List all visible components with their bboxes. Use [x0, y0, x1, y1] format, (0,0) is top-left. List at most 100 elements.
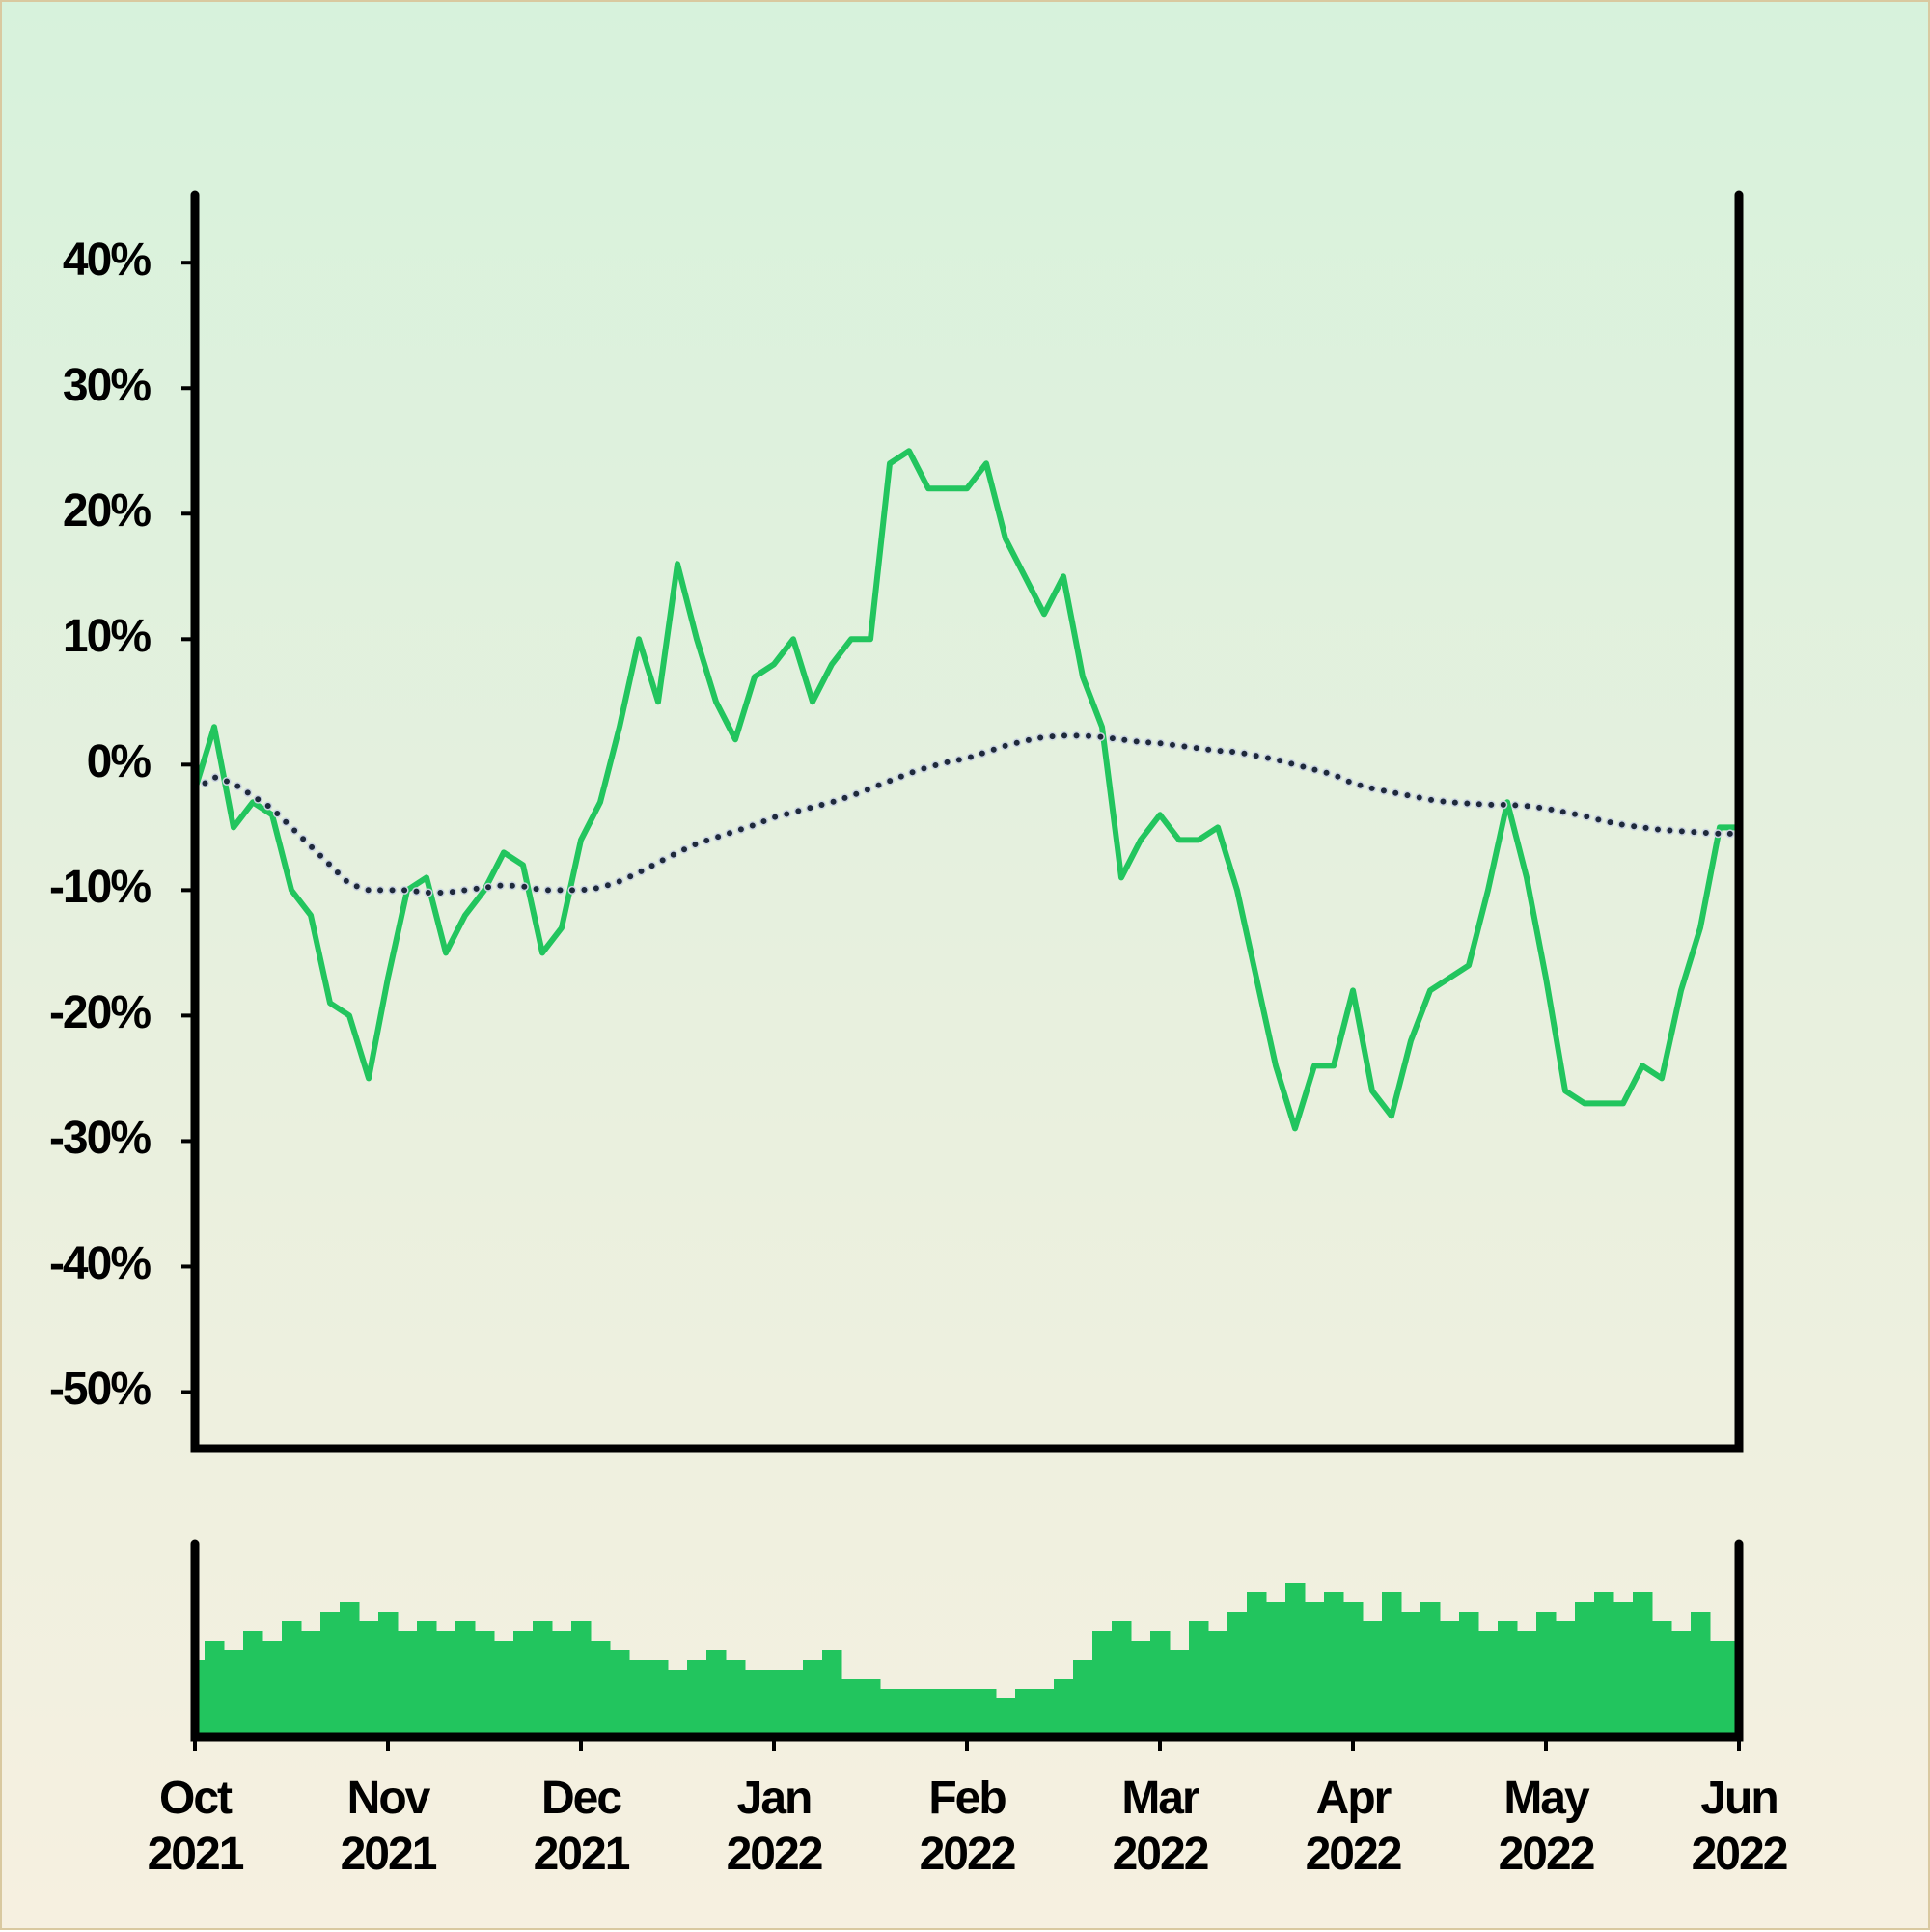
volume-bar — [822, 1650, 842, 1737]
volume-bar — [1671, 1631, 1692, 1737]
volume-bar — [262, 1641, 283, 1737]
volume-bar — [841, 1679, 862, 1737]
volume-bar — [1247, 1592, 1267, 1737]
volume-bar — [803, 1660, 823, 1737]
axis-frame — [190, 1539, 1744, 1742]
volume-bar — [1691, 1612, 1711, 1737]
volume-bar — [1034, 1689, 1055, 1737]
y-tick-label: 30% — [63, 360, 151, 411]
volume-bar — [880, 1689, 900, 1737]
volume-bar — [1652, 1621, 1672, 1737]
volume-bar — [1556, 1621, 1576, 1737]
volume-bar — [320, 1612, 341, 1737]
volume-bar — [1478, 1631, 1499, 1737]
volume-bar — [1343, 1602, 1364, 1737]
volume-bar — [475, 1631, 495, 1737]
volume-bar — [1363, 1621, 1383, 1737]
volume-bar — [957, 1689, 978, 1737]
volume-bar — [1170, 1650, 1190, 1737]
volume-bar — [629, 1660, 649, 1737]
volume-bar — [1536, 1612, 1557, 1737]
volume-bar — [1150, 1631, 1171, 1737]
volume-bar — [1613, 1602, 1634, 1737]
volume-bar — [706, 1650, 727, 1737]
x-tick-label: Dec 2021 — [533, 1773, 631, 1880]
volume-bar — [1633, 1592, 1653, 1737]
volume-bar — [648, 1660, 669, 1737]
volume-bar — [726, 1660, 746, 1737]
volume-bar — [687, 1660, 707, 1737]
x-tick-label: Oct 2021 — [147, 1773, 245, 1880]
volume-bar — [784, 1670, 804, 1737]
volume-bar — [513, 1631, 534, 1737]
volume-bar — [1015, 1689, 1035, 1737]
x-tick-label: Apr 2022 — [1305, 1773, 1403, 1880]
volume-bar — [764, 1670, 785, 1737]
volume-bar — [195, 1660, 206, 1737]
volume-bar — [1131, 1641, 1151, 1737]
volume-bar — [494, 1641, 514, 1737]
x-tick-label: Mar 2022 — [1112, 1773, 1210, 1880]
y-tick-label: -20% — [49, 987, 151, 1038]
volume-bar — [861, 1679, 881, 1737]
volume-bar — [1729, 1641, 1740, 1737]
volume-bar — [899, 1689, 920, 1737]
volume-bar — [243, 1631, 263, 1737]
volume-bar — [359, 1621, 379, 1737]
volume-bar — [552, 1631, 572, 1737]
volume-bar — [1208, 1631, 1228, 1737]
y-tick-label: 40% — [63, 235, 151, 286]
volume-bar — [1092, 1631, 1113, 1737]
volume-bar — [378, 1612, 399, 1737]
volume-bar — [1266, 1602, 1286, 1737]
price-line — [192, 448, 1739, 1132]
volume-bar — [668, 1670, 688, 1737]
x-tick-label: May 2022 — [1498, 1773, 1596, 1880]
volume-bar — [996, 1698, 1016, 1737]
y-tick-label: 20% — [63, 485, 151, 537]
y-tick-label: -30% — [49, 1113, 151, 1164]
volume-bar — [1382, 1592, 1402, 1737]
volume-bar — [1498, 1621, 1518, 1737]
x-tick-label: Feb 2022 — [919, 1773, 1017, 1880]
volume-bar — [340, 1602, 360, 1737]
volume-bar — [745, 1670, 765, 1737]
volume-bar — [205, 1641, 225, 1737]
volume-bar — [938, 1689, 958, 1737]
volume-bar — [1710, 1641, 1730, 1737]
volume-bar — [1420, 1602, 1441, 1737]
volume-bar — [1112, 1621, 1132, 1737]
volume-bar — [455, 1621, 476, 1737]
x-tick-label: Jun 2022 — [1691, 1773, 1789, 1880]
volume-bar — [1575, 1602, 1595, 1737]
volume-bar — [398, 1631, 418, 1737]
volume-bar — [571, 1621, 592, 1737]
volume-bar — [1305, 1602, 1325, 1737]
volume-bar — [1459, 1612, 1479, 1737]
volume-bar — [1189, 1621, 1209, 1737]
volume-bar — [919, 1689, 939, 1737]
y-tick-label: -10% — [49, 862, 151, 913]
volume-bar — [610, 1650, 630, 1737]
volume-bar — [301, 1631, 321, 1737]
y-tick-label: -50% — [49, 1364, 151, 1415]
volume-bar — [1073, 1660, 1093, 1737]
volume-bar — [1227, 1612, 1248, 1737]
x-tick-label: Nov 2021 — [340, 1773, 438, 1880]
volume-bar — [1401, 1612, 1421, 1737]
volume-bar — [1517, 1631, 1537, 1737]
volume-bar — [977, 1689, 997, 1737]
volume-bar — [436, 1631, 456, 1737]
volume-bar — [591, 1641, 611, 1737]
volume-bar — [1440, 1621, 1460, 1737]
y-tick-label: -40% — [49, 1238, 151, 1289]
volume-bar — [1594, 1592, 1614, 1737]
moving-average-line — [192, 732, 1742, 896]
volume-bar — [1324, 1592, 1344, 1737]
axis-frame — [190, 190, 1744, 1453]
volume-bar — [282, 1621, 302, 1737]
x-tick-label: Jan 2022 — [726, 1773, 824, 1880]
volume-bar — [417, 1621, 437, 1737]
